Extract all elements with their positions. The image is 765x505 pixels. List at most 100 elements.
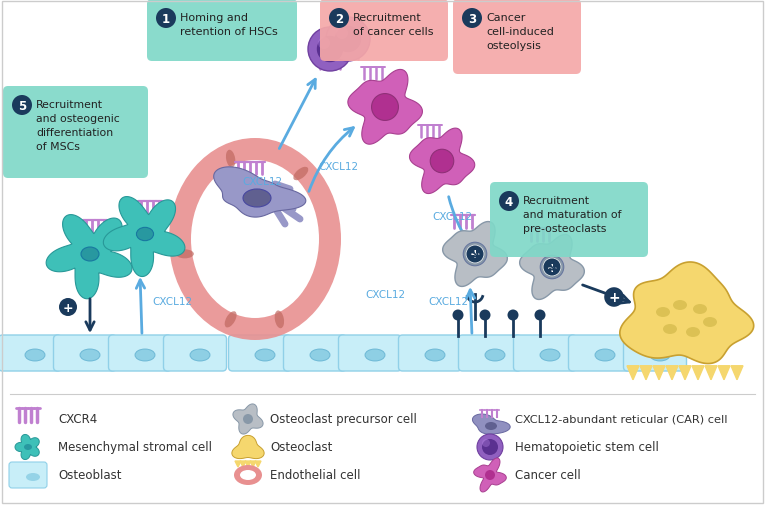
FancyBboxPatch shape [568, 335, 631, 371]
Text: CXCR4: CXCR4 [58, 413, 97, 426]
Polygon shape [15, 435, 39, 460]
Text: +: + [547, 261, 558, 274]
Polygon shape [255, 461, 261, 467]
Text: Osteoblast: Osteoblast [58, 469, 122, 482]
Polygon shape [443, 222, 507, 287]
Circle shape [336, 28, 348, 40]
Ellipse shape [595, 349, 615, 361]
Circle shape [329, 9, 349, 29]
Text: Mesenchymal stromal cell: Mesenchymal stromal cell [58, 441, 212, 453]
FancyBboxPatch shape [0, 335, 61, 371]
Ellipse shape [293, 168, 308, 181]
FancyBboxPatch shape [164, 335, 226, 371]
Circle shape [335, 27, 361, 53]
Ellipse shape [663, 324, 677, 334]
Text: CXCL12: CXCL12 [432, 212, 472, 222]
Circle shape [326, 18, 370, 62]
Polygon shape [233, 404, 263, 434]
Text: Cancer cell: Cancer cell [515, 469, 581, 482]
Polygon shape [692, 366, 704, 380]
Ellipse shape [169, 139, 341, 340]
FancyBboxPatch shape [147, 0, 297, 62]
Polygon shape [103, 197, 185, 277]
FancyBboxPatch shape [54, 335, 116, 371]
FancyBboxPatch shape [338, 335, 402, 371]
Circle shape [499, 191, 519, 212]
Ellipse shape [81, 247, 99, 262]
Text: +: + [470, 248, 480, 261]
Ellipse shape [485, 422, 497, 430]
Ellipse shape [540, 349, 560, 361]
Polygon shape [666, 366, 678, 380]
Circle shape [430, 150, 454, 173]
FancyBboxPatch shape [623, 335, 686, 371]
Ellipse shape [255, 349, 275, 361]
FancyBboxPatch shape [453, 0, 581, 75]
Circle shape [482, 439, 490, 447]
Circle shape [453, 310, 464, 321]
Text: Cancer
cell-induced
osteolysis: Cancer cell-induced osteolysis [486, 13, 554, 51]
Ellipse shape [26, 473, 40, 481]
Ellipse shape [365, 349, 385, 361]
FancyBboxPatch shape [490, 183, 648, 258]
Ellipse shape [703, 317, 717, 327]
FancyBboxPatch shape [9, 462, 47, 488]
Text: CXCL12: CXCL12 [242, 177, 282, 187]
Polygon shape [718, 366, 730, 380]
Text: CXCL12: CXCL12 [152, 296, 192, 307]
Polygon shape [348, 70, 422, 145]
Ellipse shape [485, 349, 505, 361]
Ellipse shape [650, 349, 670, 361]
Circle shape [480, 310, 490, 321]
Text: Homing and
retention of HSCs: Homing and retention of HSCs [180, 13, 278, 37]
Polygon shape [409, 129, 475, 194]
Text: CXCL12: CXCL12 [365, 289, 405, 299]
FancyBboxPatch shape [458, 335, 522, 371]
Polygon shape [705, 366, 717, 380]
Ellipse shape [80, 349, 100, 361]
Polygon shape [627, 366, 639, 380]
Text: Osteoclast: Osteoclast [270, 441, 332, 453]
Polygon shape [731, 366, 743, 380]
Ellipse shape [693, 305, 707, 315]
FancyBboxPatch shape [284, 335, 347, 371]
Ellipse shape [240, 470, 256, 480]
Circle shape [243, 414, 253, 424]
Polygon shape [474, 458, 506, 492]
Circle shape [543, 259, 561, 276]
Text: Recruitment
of cancer cells: Recruitment of cancer cells [353, 13, 434, 37]
Text: CXCL12: CXCL12 [318, 162, 358, 172]
Text: +: + [63, 301, 73, 314]
Circle shape [535, 310, 545, 321]
Text: Osteoclast precursor cell: Osteoclast precursor cell [270, 413, 417, 426]
Polygon shape [519, 235, 584, 300]
FancyBboxPatch shape [109, 335, 171, 371]
Polygon shape [473, 414, 510, 434]
Polygon shape [640, 366, 652, 380]
Circle shape [156, 9, 176, 29]
Ellipse shape [225, 312, 236, 328]
Ellipse shape [191, 161, 319, 318]
Circle shape [318, 38, 330, 50]
Text: 4: 4 [505, 195, 513, 208]
Text: Endothelial cell: Endothelial cell [270, 469, 360, 482]
Polygon shape [213, 168, 306, 218]
FancyBboxPatch shape [3, 87, 148, 179]
Text: Recruitment
and osteogenic
differentiation
of MSCs: Recruitment and osteogenic differentiati… [36, 100, 120, 152]
Ellipse shape [234, 465, 262, 485]
Circle shape [372, 94, 399, 121]
Polygon shape [245, 461, 251, 467]
Text: Recruitment
and maturation of
pre-osteoclasts: Recruitment and maturation of pre-osteoc… [523, 195, 621, 233]
Ellipse shape [425, 349, 445, 361]
Ellipse shape [275, 311, 284, 329]
Text: 1: 1 [162, 13, 170, 25]
FancyBboxPatch shape [229, 335, 291, 371]
Circle shape [482, 439, 498, 455]
Text: +: + [608, 290, 620, 305]
Polygon shape [240, 461, 246, 467]
Polygon shape [235, 461, 241, 467]
Text: CXCL12: CXCL12 [428, 296, 468, 307]
Polygon shape [620, 263, 754, 364]
Circle shape [540, 256, 564, 279]
Ellipse shape [656, 308, 670, 317]
